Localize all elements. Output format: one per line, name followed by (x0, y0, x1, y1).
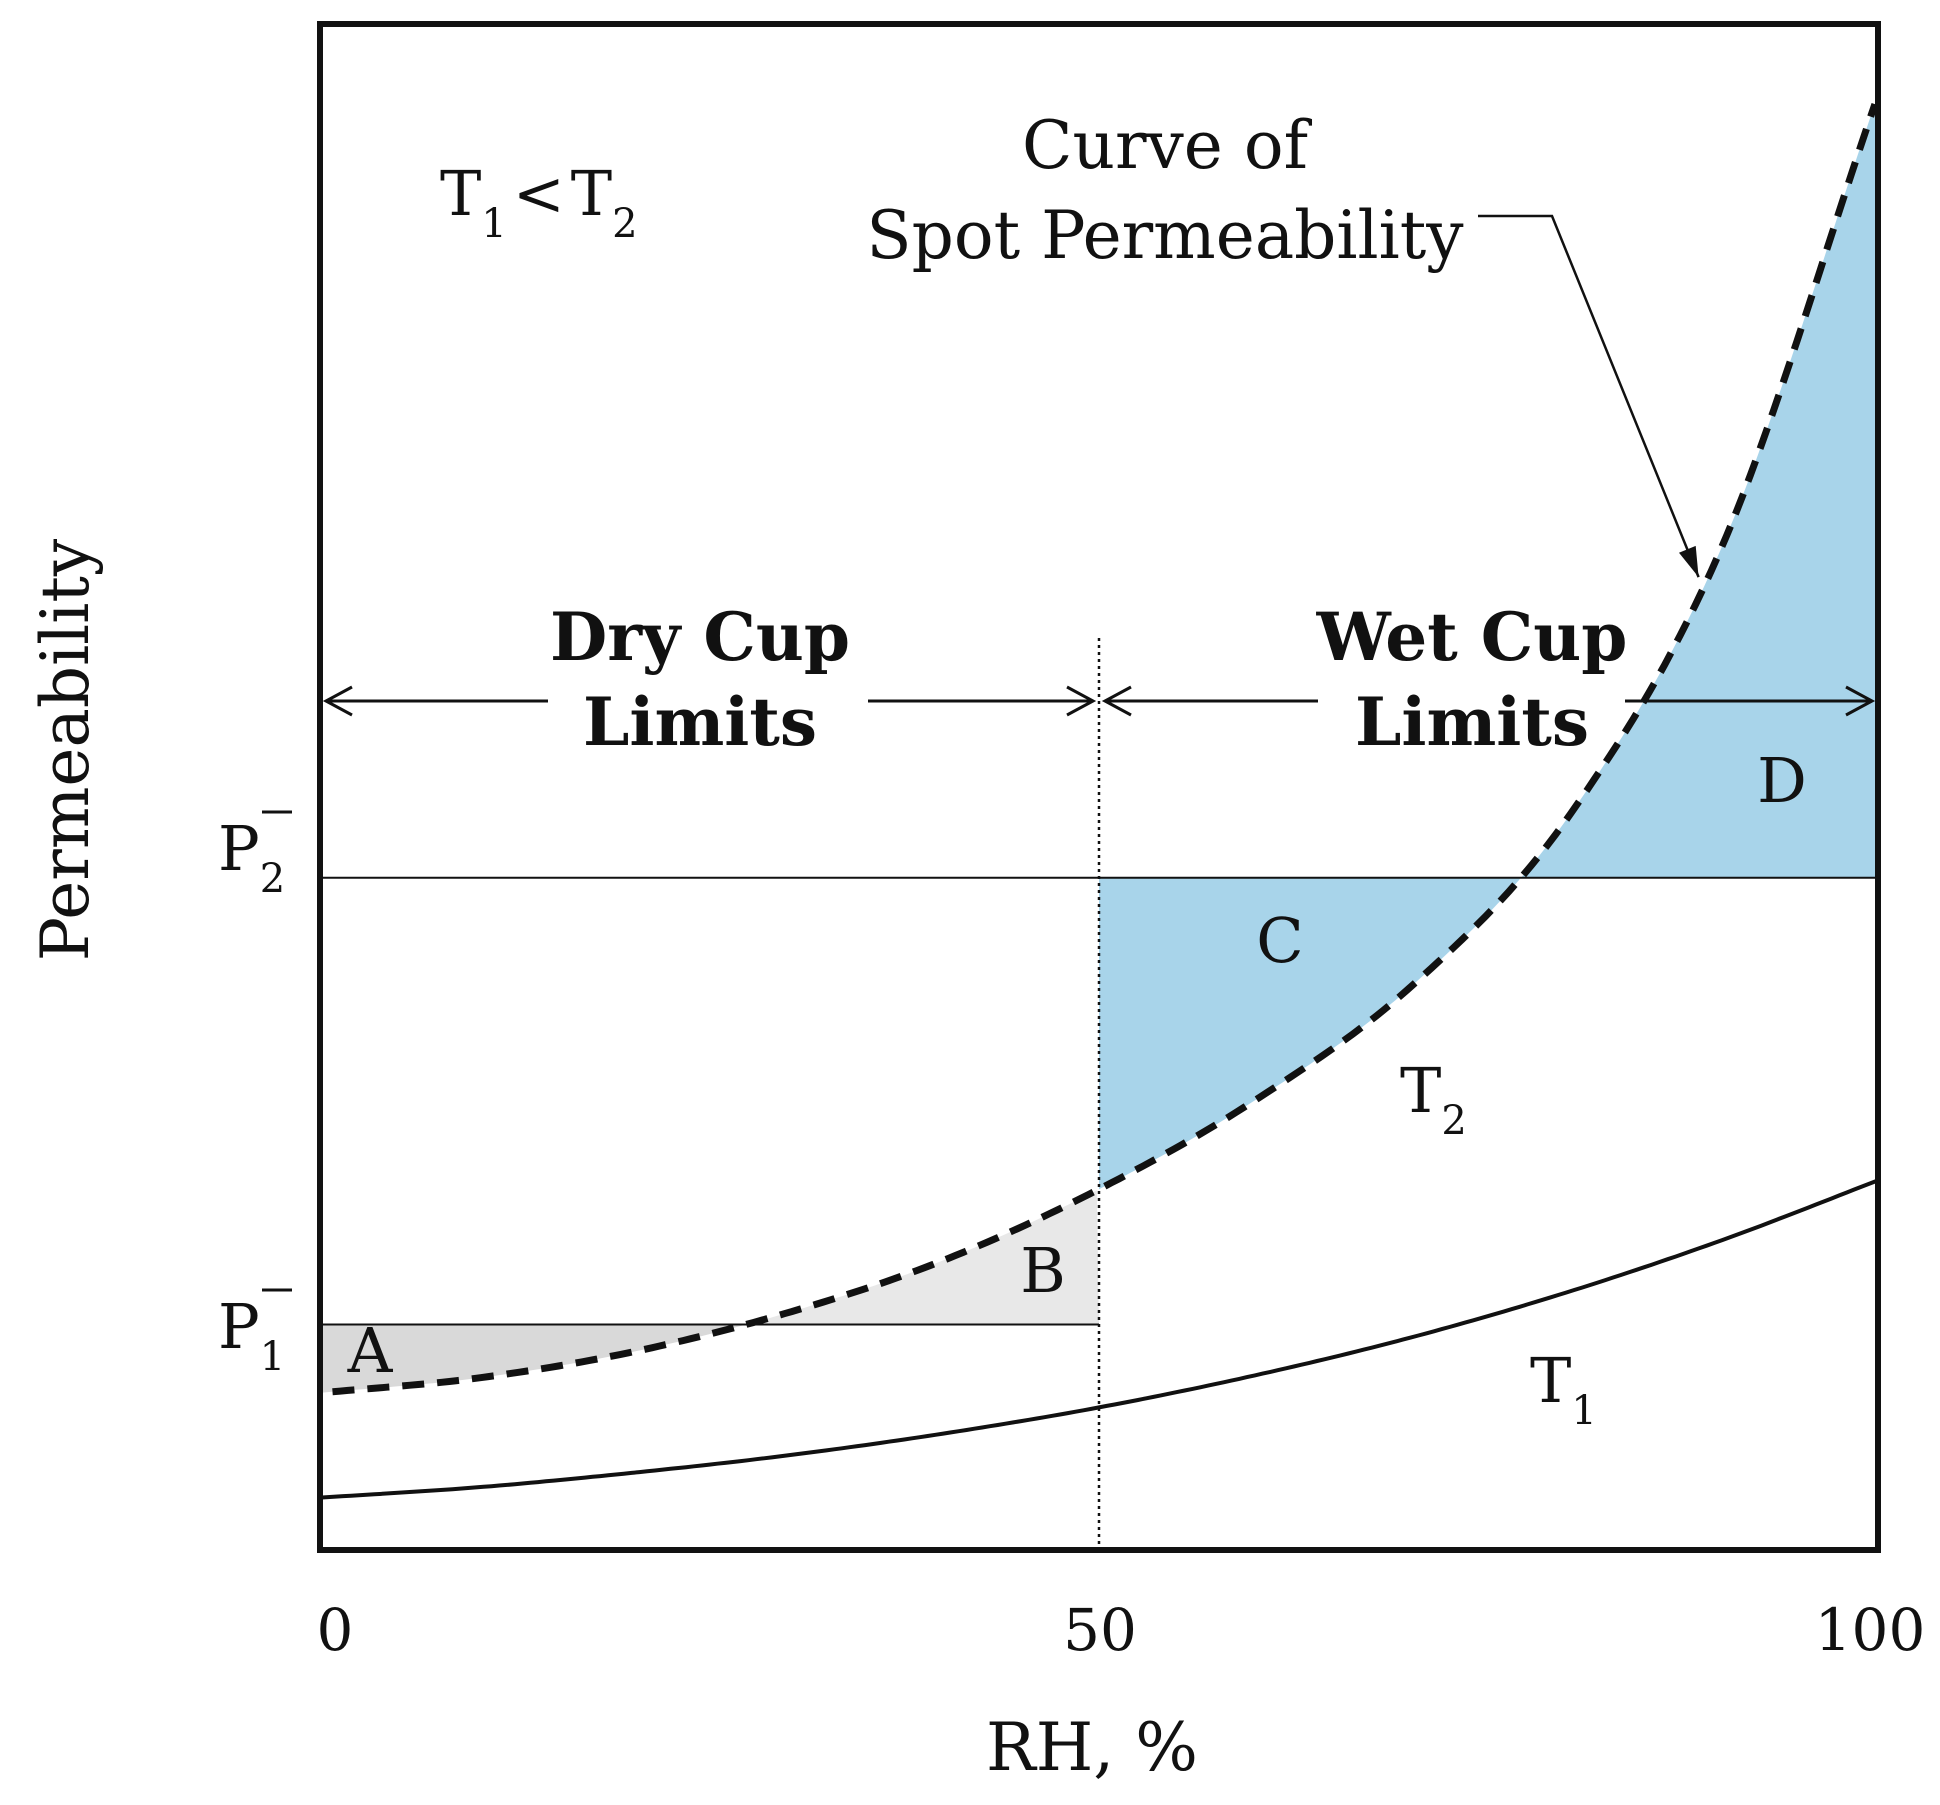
annotation-leader-line (1478, 214, 1700, 578)
svg-text:P2: P2 (218, 812, 285, 902)
x-tick-100: 100 (1815, 1596, 1926, 1664)
dry-cup-label-line1: Dry Cup (550, 598, 850, 676)
x-tick-0: 0 (317, 1596, 354, 1664)
wet-cup-range-arrow (1101, 685, 1876, 717)
t2-series-label: T2 (1400, 1054, 1467, 1144)
wet-cup-label-line1: Wet Cup (1316, 598, 1628, 676)
region-c-fill (1099, 877, 1521, 1190)
annotation-arrowhead (1679, 545, 1699, 578)
region-a-label: A (347, 1314, 394, 1387)
x-axis-label: RH, % (986, 1709, 1198, 1786)
p1-axis-label: P1 (218, 1288, 292, 1380)
shaded-regions (320, 102, 1878, 1393)
condition-t1-letter: T (440, 157, 481, 230)
condition-t2-letter: T (571, 157, 612, 230)
t1-series-label: T1 (1530, 1344, 1597, 1434)
region-b-fill (746, 1190, 1099, 1325)
dry-cup-label-line2: Limits (583, 683, 817, 761)
temperature-condition-label: T1<T2 (440, 157, 638, 247)
wet-cup-label-line2: Limits (1355, 683, 1589, 761)
dry-cup-range-arrow (322, 685, 1097, 717)
region-b-label: B (1020, 1234, 1066, 1307)
condition-operator: < (513, 157, 565, 230)
p2-axis-label: P2 (218, 810, 292, 902)
t2-spot-permeability-curve (332, 102, 1879, 1396)
region-d-fill (1520, 102, 1878, 878)
x-tick-50: 50 (1063, 1596, 1137, 1664)
annotation-line1: Curve of (1022, 107, 1313, 184)
y-axis-label: Permeability (27, 538, 104, 961)
region-d-label: D (1757, 744, 1807, 817)
svg-text:P1: P1 (218, 1290, 285, 1380)
plot-frame (317, 21, 1881, 1553)
annotation-line2: Spot Permeability (866, 197, 1464, 274)
condition-t1-sub: 1 (481, 201, 506, 247)
svg-text:T1<T2: T1<T2 (440, 157, 638, 247)
t1-curve (319, 1178, 1879, 1500)
region-a-fill (320, 1324, 747, 1393)
region-c-label: C (1256, 904, 1303, 977)
condition-t2-sub: 2 (612, 201, 637, 247)
